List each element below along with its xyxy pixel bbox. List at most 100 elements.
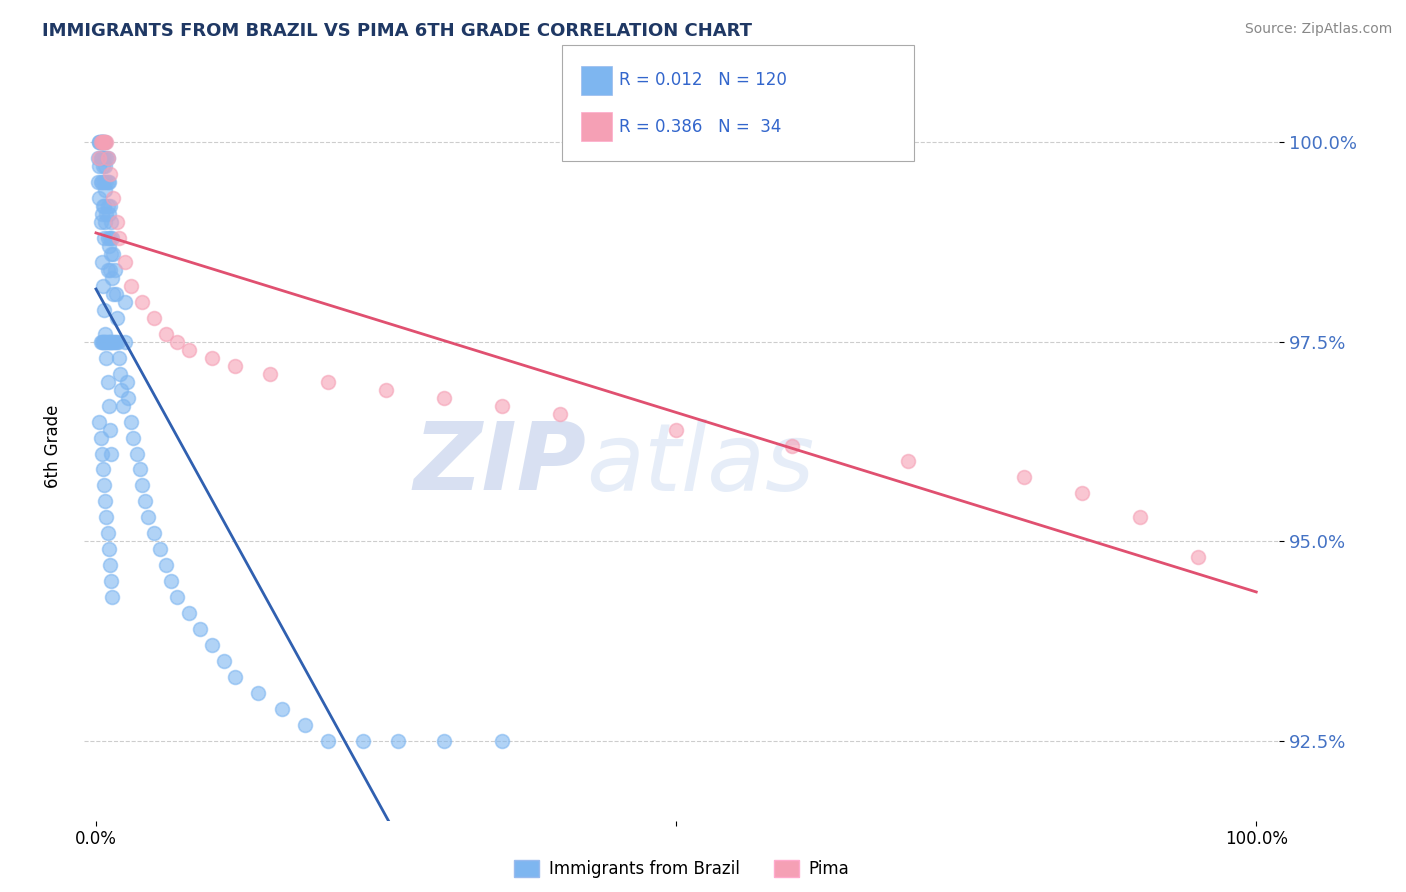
Point: [97, 151, 120, 165]
Point: [90, 151, 112, 165]
Point: [103, 334, 125, 349]
Point: [90, 151, 112, 165]
Point: [125, 446, 148, 460]
Point: [352, 734, 374, 748]
Point: [90, 431, 112, 445]
Point: [104, 286, 127, 301]
Point: [114, 294, 136, 309]
Point: [90, 175, 112, 189]
Point: [89, 135, 111, 149]
Point: [100, 574, 122, 589]
Point: [110, 383, 132, 397]
Point: [97, 207, 120, 221]
Text: ZIP: ZIP: [413, 418, 586, 510]
Point: [90, 334, 112, 349]
Point: [90, 446, 112, 460]
Point: [91, 279, 114, 293]
Point: [100, 247, 122, 261]
Point: [100, 446, 122, 460]
Point: [90, 255, 112, 269]
Point: [94, 183, 117, 197]
Point: [94, 494, 117, 508]
Point: [90, 135, 112, 149]
Point: [97, 542, 120, 557]
Point: [97, 334, 120, 349]
Point: [90, 175, 112, 189]
Point: [201, 638, 224, 652]
Point: [131, 478, 153, 492]
Point: [98, 263, 121, 277]
Point: [97, 175, 120, 189]
Point: [97, 199, 120, 213]
Point: [89, 191, 111, 205]
Point: [97, 334, 120, 349]
Point: [375, 383, 398, 397]
Point: [103, 191, 125, 205]
Point: [143, 310, 166, 325]
Point: [129, 462, 152, 476]
Point: [97, 263, 120, 277]
Point: [93, 231, 115, 245]
Point: [491, 734, 513, 748]
Point: [155, 326, 177, 341]
Point: [90, 135, 112, 149]
Point: [94, 334, 117, 349]
Point: [94, 159, 117, 173]
Point: [98, 199, 121, 213]
Text: IMMIGRANTS FROM BRAZIL VS PIMA 6TH GRADE CORRELATION CHART: IMMIGRANTS FROM BRAZIL VS PIMA 6TH GRADE…: [42, 22, 752, 40]
Point: [97, 239, 120, 253]
Point: [100, 334, 122, 349]
Point: [136, 510, 159, 524]
Point: [387, 734, 409, 748]
Point: [114, 255, 136, 269]
Point: [104, 334, 127, 349]
Point: [131, 294, 153, 309]
Point: [247, 686, 270, 700]
Point: [91, 334, 114, 349]
Point: [114, 334, 136, 349]
Point: [166, 590, 188, 604]
Point: [97, 375, 120, 389]
Point: [1187, 550, 1209, 565]
Point: [91, 135, 114, 149]
Point: [93, 151, 115, 165]
Point: [97, 151, 120, 165]
Point: [89, 151, 111, 165]
Point: [96, 351, 118, 365]
Point: [93, 302, 115, 317]
Point: [90, 334, 112, 349]
Point: [491, 399, 513, 413]
Point: [97, 399, 120, 413]
Point: [89, 135, 111, 149]
Point: [93, 199, 115, 213]
Point: [294, 718, 316, 732]
Point: [316, 734, 339, 748]
Point: [90, 135, 112, 149]
Point: [96, 510, 118, 524]
Point: [90, 207, 112, 221]
Point: [91, 135, 114, 149]
Point: [97, 175, 120, 189]
Point: [93, 334, 115, 349]
Point: [160, 574, 183, 589]
Point: [120, 279, 142, 293]
Point: [110, 367, 132, 381]
Text: atlas: atlas: [586, 418, 814, 510]
Point: [134, 494, 156, 508]
Point: [93, 175, 115, 189]
Point: [96, 151, 118, 165]
Text: 6th Grade: 6th Grade: [45, 404, 62, 488]
Point: [433, 391, 456, 405]
Point: [89, 159, 111, 173]
Point: [1129, 510, 1152, 524]
Point: [98, 167, 121, 181]
Point: [93, 478, 115, 492]
Point: [177, 606, 200, 620]
Point: [98, 558, 121, 573]
Point: [103, 334, 125, 349]
Point: [89, 415, 111, 429]
Point: [107, 334, 129, 349]
Point: [94, 135, 117, 149]
Point: [101, 231, 124, 245]
Point: [96, 207, 118, 221]
